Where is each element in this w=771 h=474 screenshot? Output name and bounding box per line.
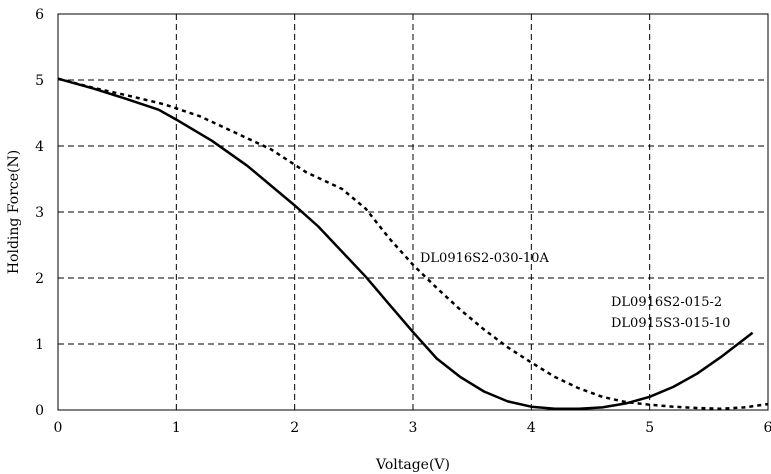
series-line-dotted: [57, 77, 769, 410]
series-line-solid: [57, 77, 754, 410]
tick-labels: 0 1 2 3 4 5 6 0 1 2 3 4 5 6: [35, 7, 771, 436]
y-tick-label: 2: [35, 271, 44, 287]
annotation-dl0915s3-015-10: DL0915S3-015-10: [611, 316, 730, 331]
y-tick-label: 4: [35, 139, 44, 155]
x-tick-label: 1: [172, 420, 181, 436]
annotation-dl0916s2-015-2: DL0916S2-015-2: [611, 295, 722, 310]
x-tick-label: 2: [290, 420, 299, 436]
x-tick-label: 5: [645, 420, 654, 436]
x-tick-label: 4: [527, 420, 536, 436]
y-axis-title: Holding Force(N): [6, 150, 22, 274]
y-tick-label: 5: [35, 73, 44, 89]
x-axis-title: Voltage(V): [375, 457, 450, 473]
y-tick-label: 0: [35, 403, 44, 419]
series-group: [57, 77, 769, 410]
x-tick-label: 3: [409, 420, 418, 436]
y-tick-label: 3: [35, 205, 44, 221]
y-tick-label: 6: [35, 7, 44, 23]
x-tick-label: 6: [764, 420, 771, 436]
plot-frame: [57, 13, 769, 411]
gridlines: [58, 14, 768, 410]
x-tick-label: 0: [54, 420, 63, 436]
annotation-dl0916s2-030-10a: DL0916S2-030-10A: [420, 251, 549, 266]
y-tick-label: 1: [35, 337, 44, 353]
